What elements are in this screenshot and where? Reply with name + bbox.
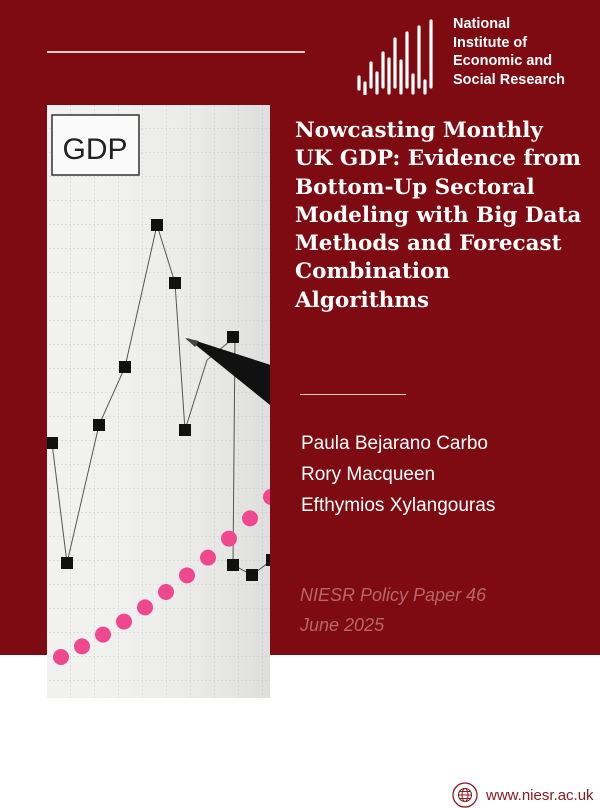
chart-point [93, 419, 105, 431]
chart-point [227, 331, 239, 343]
series-label: NIESR Policy Paper 46 [300, 585, 487, 605]
cover-photo: GDP [47, 105, 270, 698]
divider [47, 51, 305, 53]
chart-point [119, 361, 131, 373]
chart-point [246, 569, 258, 581]
trend-dot [221, 530, 237, 547]
trend-dot [74, 638, 90, 655]
bars-logo-icon [357, 19, 433, 97]
chart-point [266, 554, 270, 566]
author: Efthymios Xylangouras [301, 495, 496, 516]
globe-icon [452, 782, 478, 808]
publication-date: June 2025 [300, 615, 385, 635]
niesr-logo: National Institute of Economic and Socia… [355, 15, 575, 97]
chart-point [47, 437, 58, 449]
website-url[interactable]: www.niesr.ac.uk [486, 786, 594, 804]
trend-dot [53, 649, 69, 665]
trend-dot [137, 599, 153, 616]
chart-point [61, 557, 73, 569]
trend-dot [116, 613, 132, 630]
footer-link[interactable]: www.niesr.ac.uk [452, 782, 594, 808]
publication-info: NIESR Policy Paper 46 June 2025 [300, 580, 486, 640]
trend-dot [179, 567, 195, 584]
logo-line: Institute of [453, 34, 528, 51]
logo-line: Economic and [453, 53, 553, 69]
trend-dot [95, 626, 111, 643]
chart-point [169, 277, 181, 289]
author: Paula Bejarano Carbo [301, 433, 488, 454]
trend-dot [263, 489, 270, 505]
divider [300, 394, 406, 395]
logo-line: National [453, 16, 511, 32]
author: Rory Macqueen [301, 464, 436, 485]
trend-dot [242, 510, 258, 527]
paper-title: Nowcasting Monthly UK GDP: Evidence from… [295, 118, 582, 313]
chart-point [227, 559, 239, 571]
gdp-label: GDP [62, 133, 127, 166]
author-list: Paula Bejarano Carbo Rory Macqueen Efthy… [301, 428, 495, 521]
trend-dot [200, 549, 216, 566]
chart-point [151, 219, 163, 231]
chart-point [179, 424, 191, 436]
trend-dot [158, 584, 174, 600]
logo-line: Social Research [453, 71, 566, 88]
